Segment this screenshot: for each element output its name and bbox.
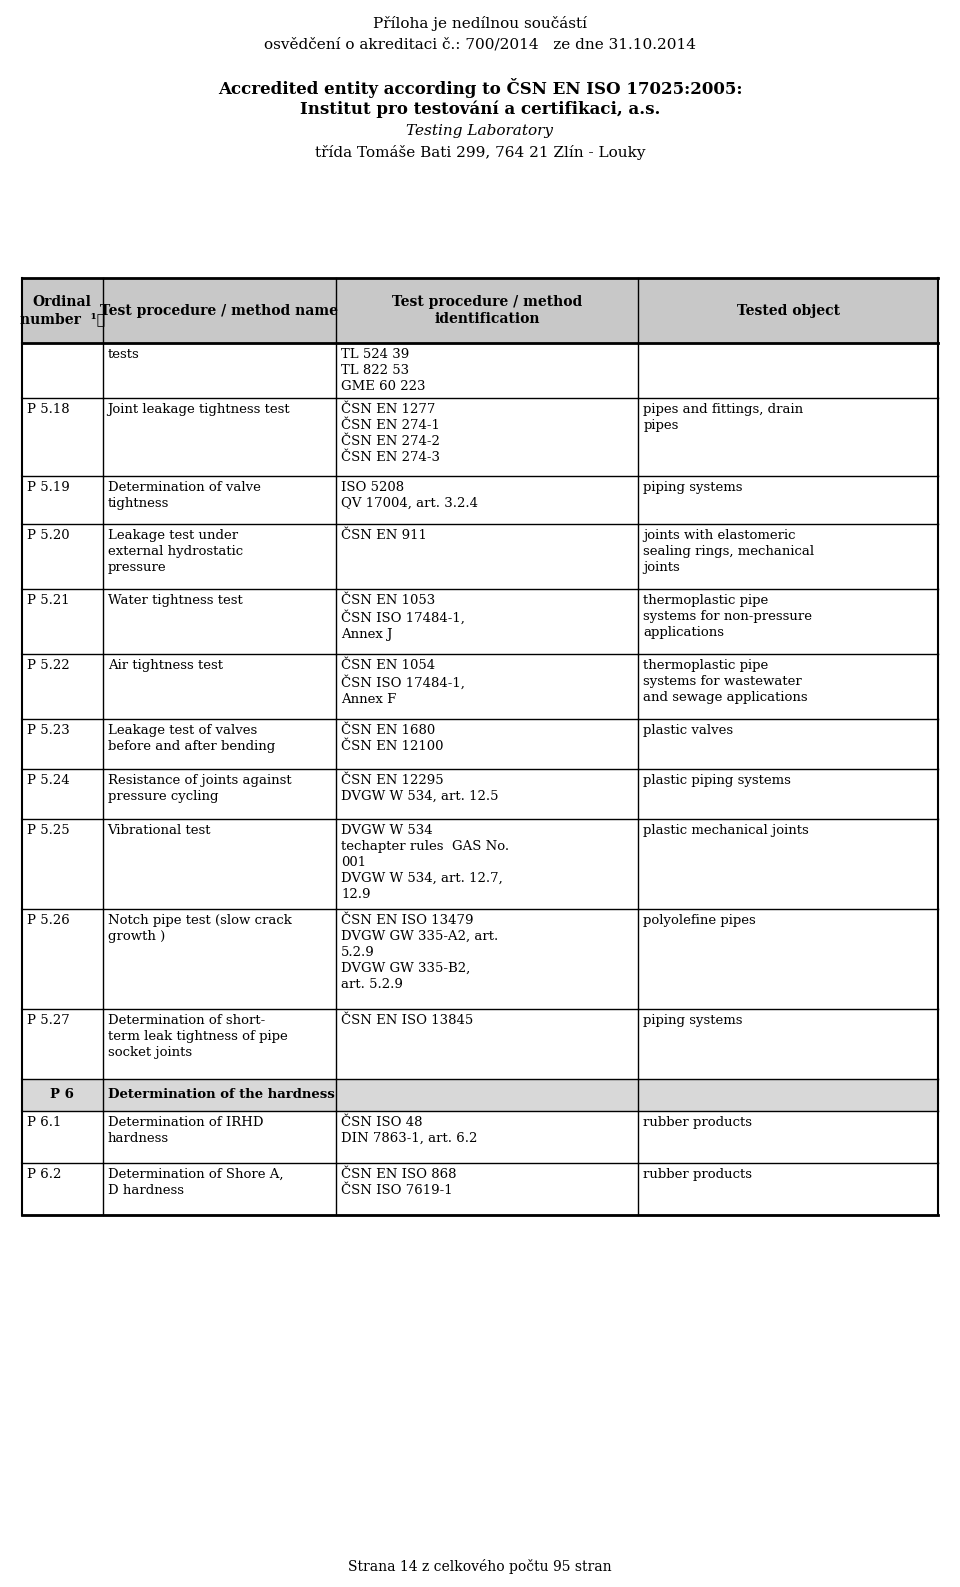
Text: DVGW W 534
techapter rules  GAS No.
001
DVGW W 534, art. 12.7,
12.9: DVGW W 534 techapter rules GAS No. 001 D… [341,824,510,901]
Text: P 5.27: P 5.27 [27,1014,70,1027]
Text: Testing Laboratory: Testing Laboratory [406,124,554,138]
Text: rubber products: rubber products [643,1116,753,1128]
Text: P 6: P 6 [50,1089,74,1101]
Text: P 5.22: P 5.22 [27,659,70,671]
Text: plastic mechanical joints: plastic mechanical joints [643,824,809,836]
Text: Determination of Shore A,
D hardness: Determination of Shore A, D hardness [108,1168,283,1197]
Text: Water tightness test: Water tightness test [108,594,242,606]
Text: rubber products: rubber products [643,1168,753,1181]
Text: TL 524 39
TL 822 53
GME 60 223: TL 524 39 TL 822 53 GME 60 223 [341,348,425,394]
Text: thermoplastic pipe
systems for wastewater
and sewage applications: thermoplastic pipe systems for wastewate… [643,659,808,705]
Text: ČSN EN 1680
ČSN EN 12100: ČSN EN 1680 ČSN EN 12100 [341,724,444,752]
Text: pipes and fittings, drain
pipes: pipes and fittings, drain pipes [643,403,804,432]
Text: Tested object: Tested object [736,303,840,317]
Text: thermoplastic pipe
systems for non-pressure
applications: thermoplastic pipe systems for non-press… [643,594,812,640]
Text: P 5.26: P 5.26 [27,914,70,927]
Text: ČSN EN 1054
ČSN ISO 17484-1,
Annex F: ČSN EN 1054 ČSN ISO 17484-1, Annex F [341,659,465,706]
Text: Příloha je nedílnou součástí: Příloha je nedílnou součástí [373,16,587,32]
Text: tests: tests [108,348,139,360]
Text: P 6.2: P 6.2 [27,1168,61,1181]
Text: Accredited entity according to ČSN EN ISO 17025:2005:: Accredited entity according to ČSN EN IS… [218,78,742,98]
Text: Notch pipe test (slow crack
growth ): Notch pipe test (slow crack growth ) [108,914,292,943]
Text: Leakage test of valves
before and after bending: Leakage test of valves before and after … [108,724,275,752]
Text: Air tightness test: Air tightness test [108,659,223,671]
Text: Determination of IRHD
hardness: Determination of IRHD hardness [108,1116,263,1144]
Text: P 6.1: P 6.1 [27,1116,61,1128]
Text: Strana 14 z celkového počtu 95 stran: Strana 14 z celkového počtu 95 stran [348,1558,612,1574]
Text: P 5.19: P 5.19 [27,481,70,494]
Text: piping systems: piping systems [643,481,743,494]
Text: osvědčení o akreditaci č.: 700/2014   ze dne 31.10.2014: osvědčení o akreditaci č.: 700/2014 ze d… [264,38,696,52]
Text: Resistance of joints against
pressure cycling: Resistance of joints against pressure cy… [108,774,291,803]
Text: ČSN EN 1277
ČSN EN 274-1
ČSN EN 274-2
ČSN EN 274-3: ČSN EN 1277 ČSN EN 274-1 ČSN EN 274-2 ČS… [341,403,441,463]
Text: ČSN EN 12295
DVGW W 534, art. 12.5: ČSN EN 12295 DVGW W 534, art. 12.5 [341,774,498,803]
Text: třída Tomáše Bati 299, 764 21 Zlín - Louky: třída Tomáše Bati 299, 764 21 Zlín - Lou… [315,144,645,160]
Text: ČSN ISO 48
DIN 7863-1, art. 6.2: ČSN ISO 48 DIN 7863-1, art. 6.2 [341,1116,477,1144]
Text: ČSN EN ISO 13845: ČSN EN ISO 13845 [341,1014,473,1027]
Text: Determination of valve
tightness: Determination of valve tightness [108,481,260,509]
Text: P 5.23: P 5.23 [27,724,70,736]
Text: Test procedure / method name: Test procedure / method name [101,303,338,317]
Text: ČSN EN ISO 13479
DVGW GW 335-A2, art.
5.2.9
DVGW GW 335-B2,
art. 5.2.9: ČSN EN ISO 13479 DVGW GW 335-A2, art. 5.… [341,914,498,990]
Text: Joint leakage tightness test: Joint leakage tightness test [108,403,290,416]
Text: P 5.24: P 5.24 [27,774,70,787]
Text: ČSN EN 911: ČSN EN 911 [341,528,427,543]
Text: P 5.21: P 5.21 [27,594,70,606]
Text: Vibrational test: Vibrational test [108,824,211,836]
Text: ISO 5208
QV 17004, art. 3.2.4: ISO 5208 QV 17004, art. 3.2.4 [341,481,478,509]
Text: plastic piping systems: plastic piping systems [643,774,791,787]
Text: ČSN EN ISO 868
ČSN ISO 7619-1: ČSN EN ISO 868 ČSN ISO 7619-1 [341,1168,457,1197]
Text: joints with elastomeric
sealing rings, mechanical
joints: joints with elastomeric sealing rings, m… [643,528,815,574]
Text: P 5.20: P 5.20 [27,528,70,543]
Bar [22,1079,938,1111]
Text: Ordinal
number  ¹⧏: Ordinal number ¹⧏ [20,295,105,327]
Text: polyolefine pipes: polyolefine pipes [643,914,756,927]
Text: ČSN EN 1053
ČSN ISO 17484-1,
Annex J: ČSN EN 1053 ČSN ISO 17484-1, Annex J [341,594,465,641]
Text: P 5.25: P 5.25 [27,824,70,836]
Text: P 5.18: P 5.18 [27,403,70,416]
Bar [22,278,938,343]
Text: Determination of the hardness: Determination of the hardness [108,1089,334,1101]
Text: plastic valves: plastic valves [643,724,733,736]
Text: Test procedure / method
identification: Test procedure / method identification [393,295,583,327]
Text: piping systems: piping systems [643,1014,743,1027]
Text: Institut pro testování a certifikaci, a.s.: Institut pro testování a certifikaci, a.… [300,102,660,119]
Text: Leakage test under
external hydrostatic
pressure: Leakage test under external hydrostatic … [108,528,243,574]
Text: Determination of short-
term leak tightness of pipe
socket joints: Determination of short- term leak tightn… [108,1014,287,1059]
